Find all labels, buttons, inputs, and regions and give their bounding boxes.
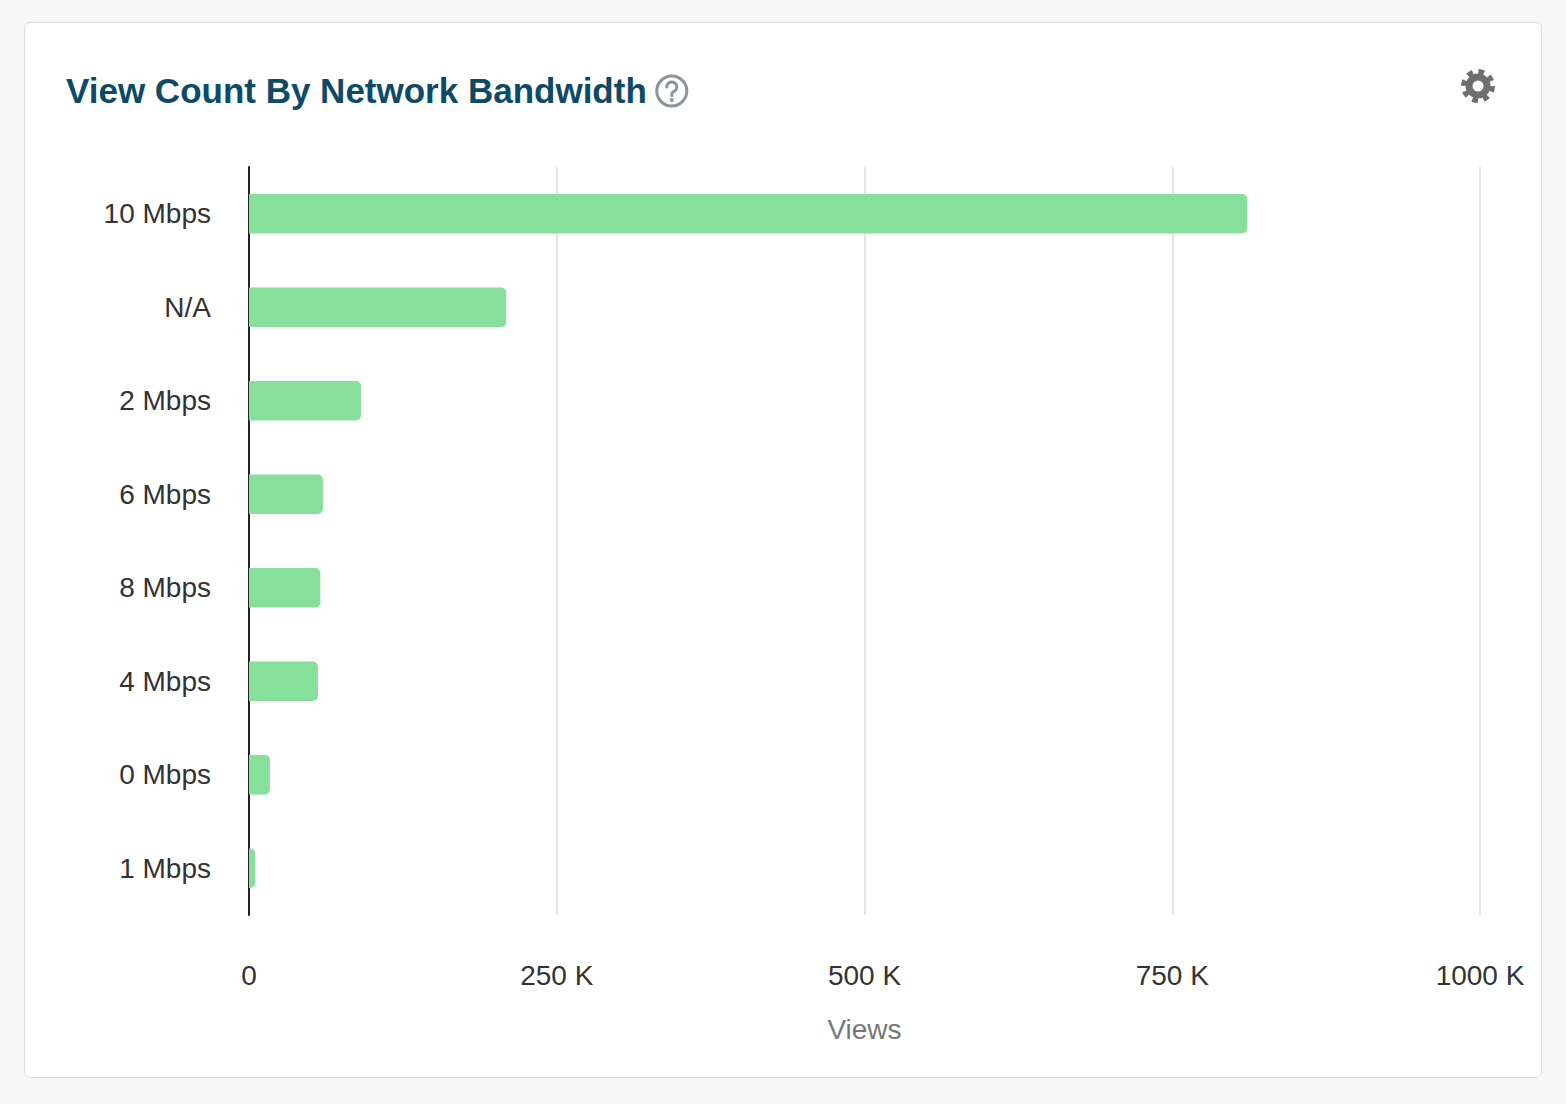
svg-text:250 K: 250 K [520, 960, 593, 991]
svg-text:0: 0 [241, 960, 257, 991]
svg-text:0 Mbps: 0 Mbps [119, 759, 211, 790]
svg-text:View Count By Network Bandwidt: View Count By Network Bandwidth [66, 71, 647, 110]
svg-text:1 Mbps: 1 Mbps [119, 853, 211, 884]
svg-text:1000 K: 1000 K [1436, 960, 1525, 991]
svg-text:Views: Views [827, 1014, 901, 1045]
svg-text:6 Mbps: 6 Mbps [119, 479, 211, 510]
svg-text:N/A: N/A [164, 292, 211, 323]
svg-text:10 Mbps: 10 Mbps [104, 198, 211, 229]
svg-text:750 K: 750 K [1136, 960, 1209, 991]
svg-text:500 K: 500 K [828, 960, 901, 991]
svg-text:4 Mbps: 4 Mbps [119, 666, 211, 697]
svg-text:2 Mbps: 2 Mbps [119, 385, 211, 416]
svg-text:8 Mbps: 8 Mbps [119, 572, 211, 603]
